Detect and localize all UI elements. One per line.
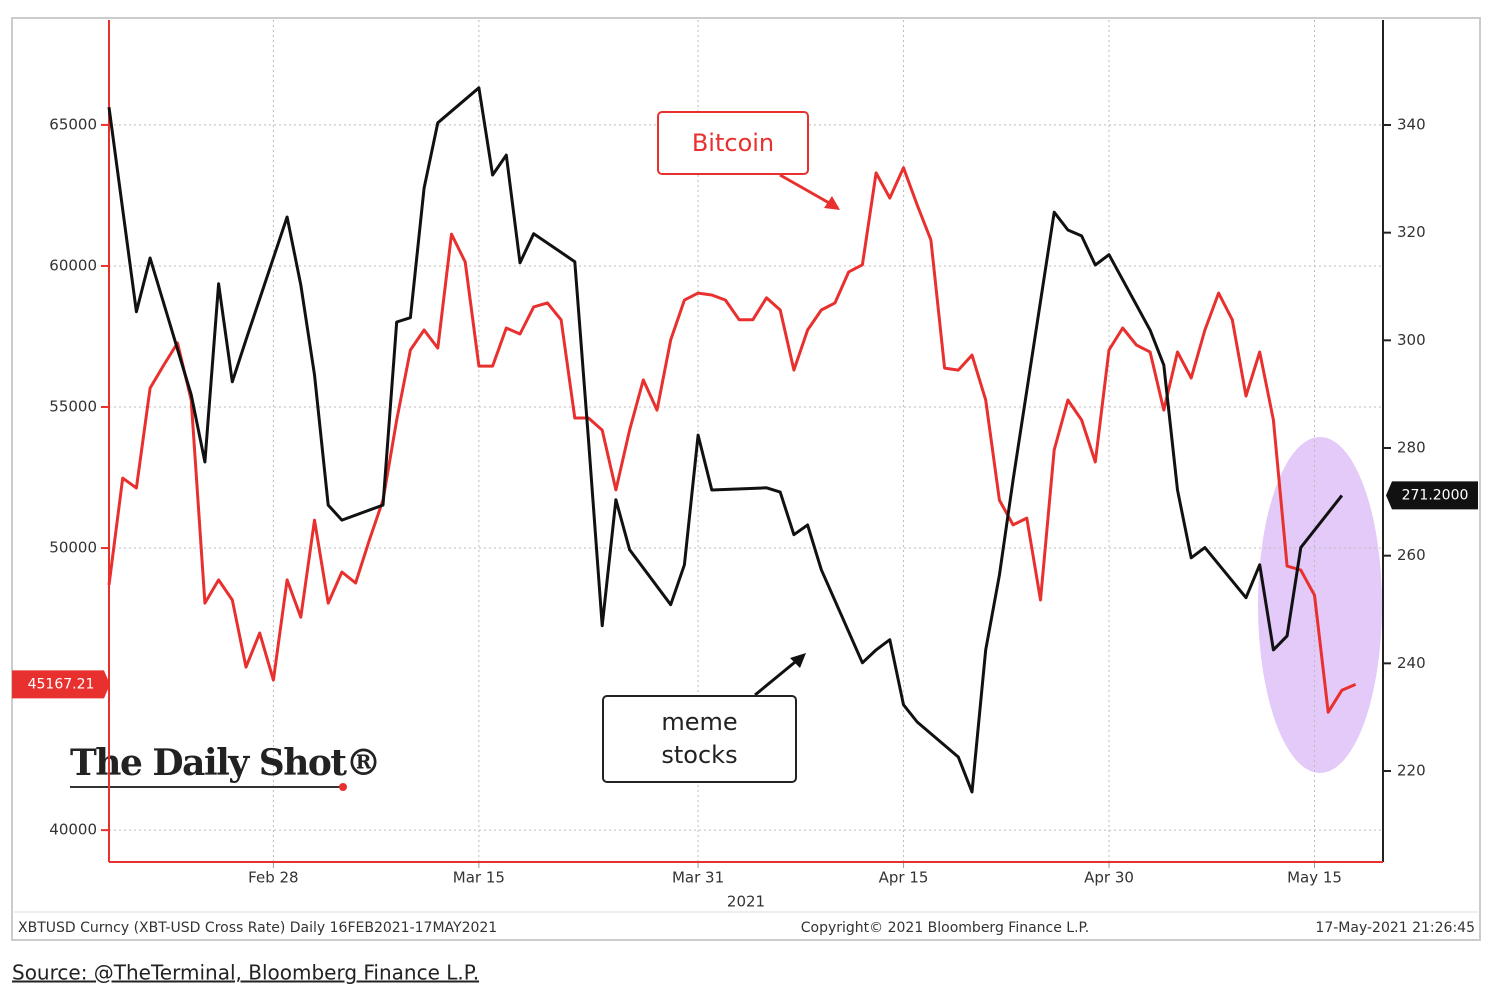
x-tick-label: Mar 31 [672,869,724,887]
arrow [754,656,801,697]
y-tick-label: 50000 [49,539,97,557]
x-tick-label: May 15 [1287,869,1342,887]
last-value-tag [1386,481,1478,510]
series-line [107,166,1357,714]
last-value-label: 271.2000 [1402,487,1469,503]
highlight [1258,437,1382,773]
arrowhead [790,653,806,668]
footer-left: XBTUSD Curncy (XBT-USD Cross Rate) Daily… [18,920,497,936]
y2-tick-label: 260 [1397,546,1426,564]
x-tick-label: Apr 15 [879,869,929,887]
y2-tick-label: 240 [1397,654,1426,672]
last-value-label: 45167.21 [28,676,95,692]
logo-dot [339,783,347,791]
bitcoin-label: Bitcoin [657,111,809,175]
x-tick-label: Feb 28 [248,869,298,887]
y-tick-label: 40000 [49,821,97,839]
footer-center: Copyright© 2021 Bloomberg Finance L.P. [801,920,1090,936]
y2-tick-label: 220 [1397,762,1426,780]
y2-tick-label: 320 [1397,223,1426,241]
y-tick-label: 60000 [49,256,97,274]
y2-tick-label: 340 [1397,115,1426,133]
x-tick-label: Mar 15 [453,869,505,887]
meme-label: meme stocks [602,695,797,783]
x-axis-label: 2021 [727,893,765,911]
y2-tick-label: 280 [1397,438,1426,456]
last-value-tag [12,670,110,699]
y2-tick-label: 300 [1397,331,1426,349]
arrowhead [824,196,840,210]
y-tick-label: 65000 [49,115,97,133]
logo: The Daily Shot® [70,742,380,784]
x-tick-label: Apr 30 [1084,869,1134,887]
y-tick-label: 55000 [49,398,97,416]
source: Source: @TheTerminal, Bloomberg Finance … [12,961,479,985]
series-line [107,86,1344,794]
footer-right: 17-May-2021 21:26:45 [1315,920,1475,936]
